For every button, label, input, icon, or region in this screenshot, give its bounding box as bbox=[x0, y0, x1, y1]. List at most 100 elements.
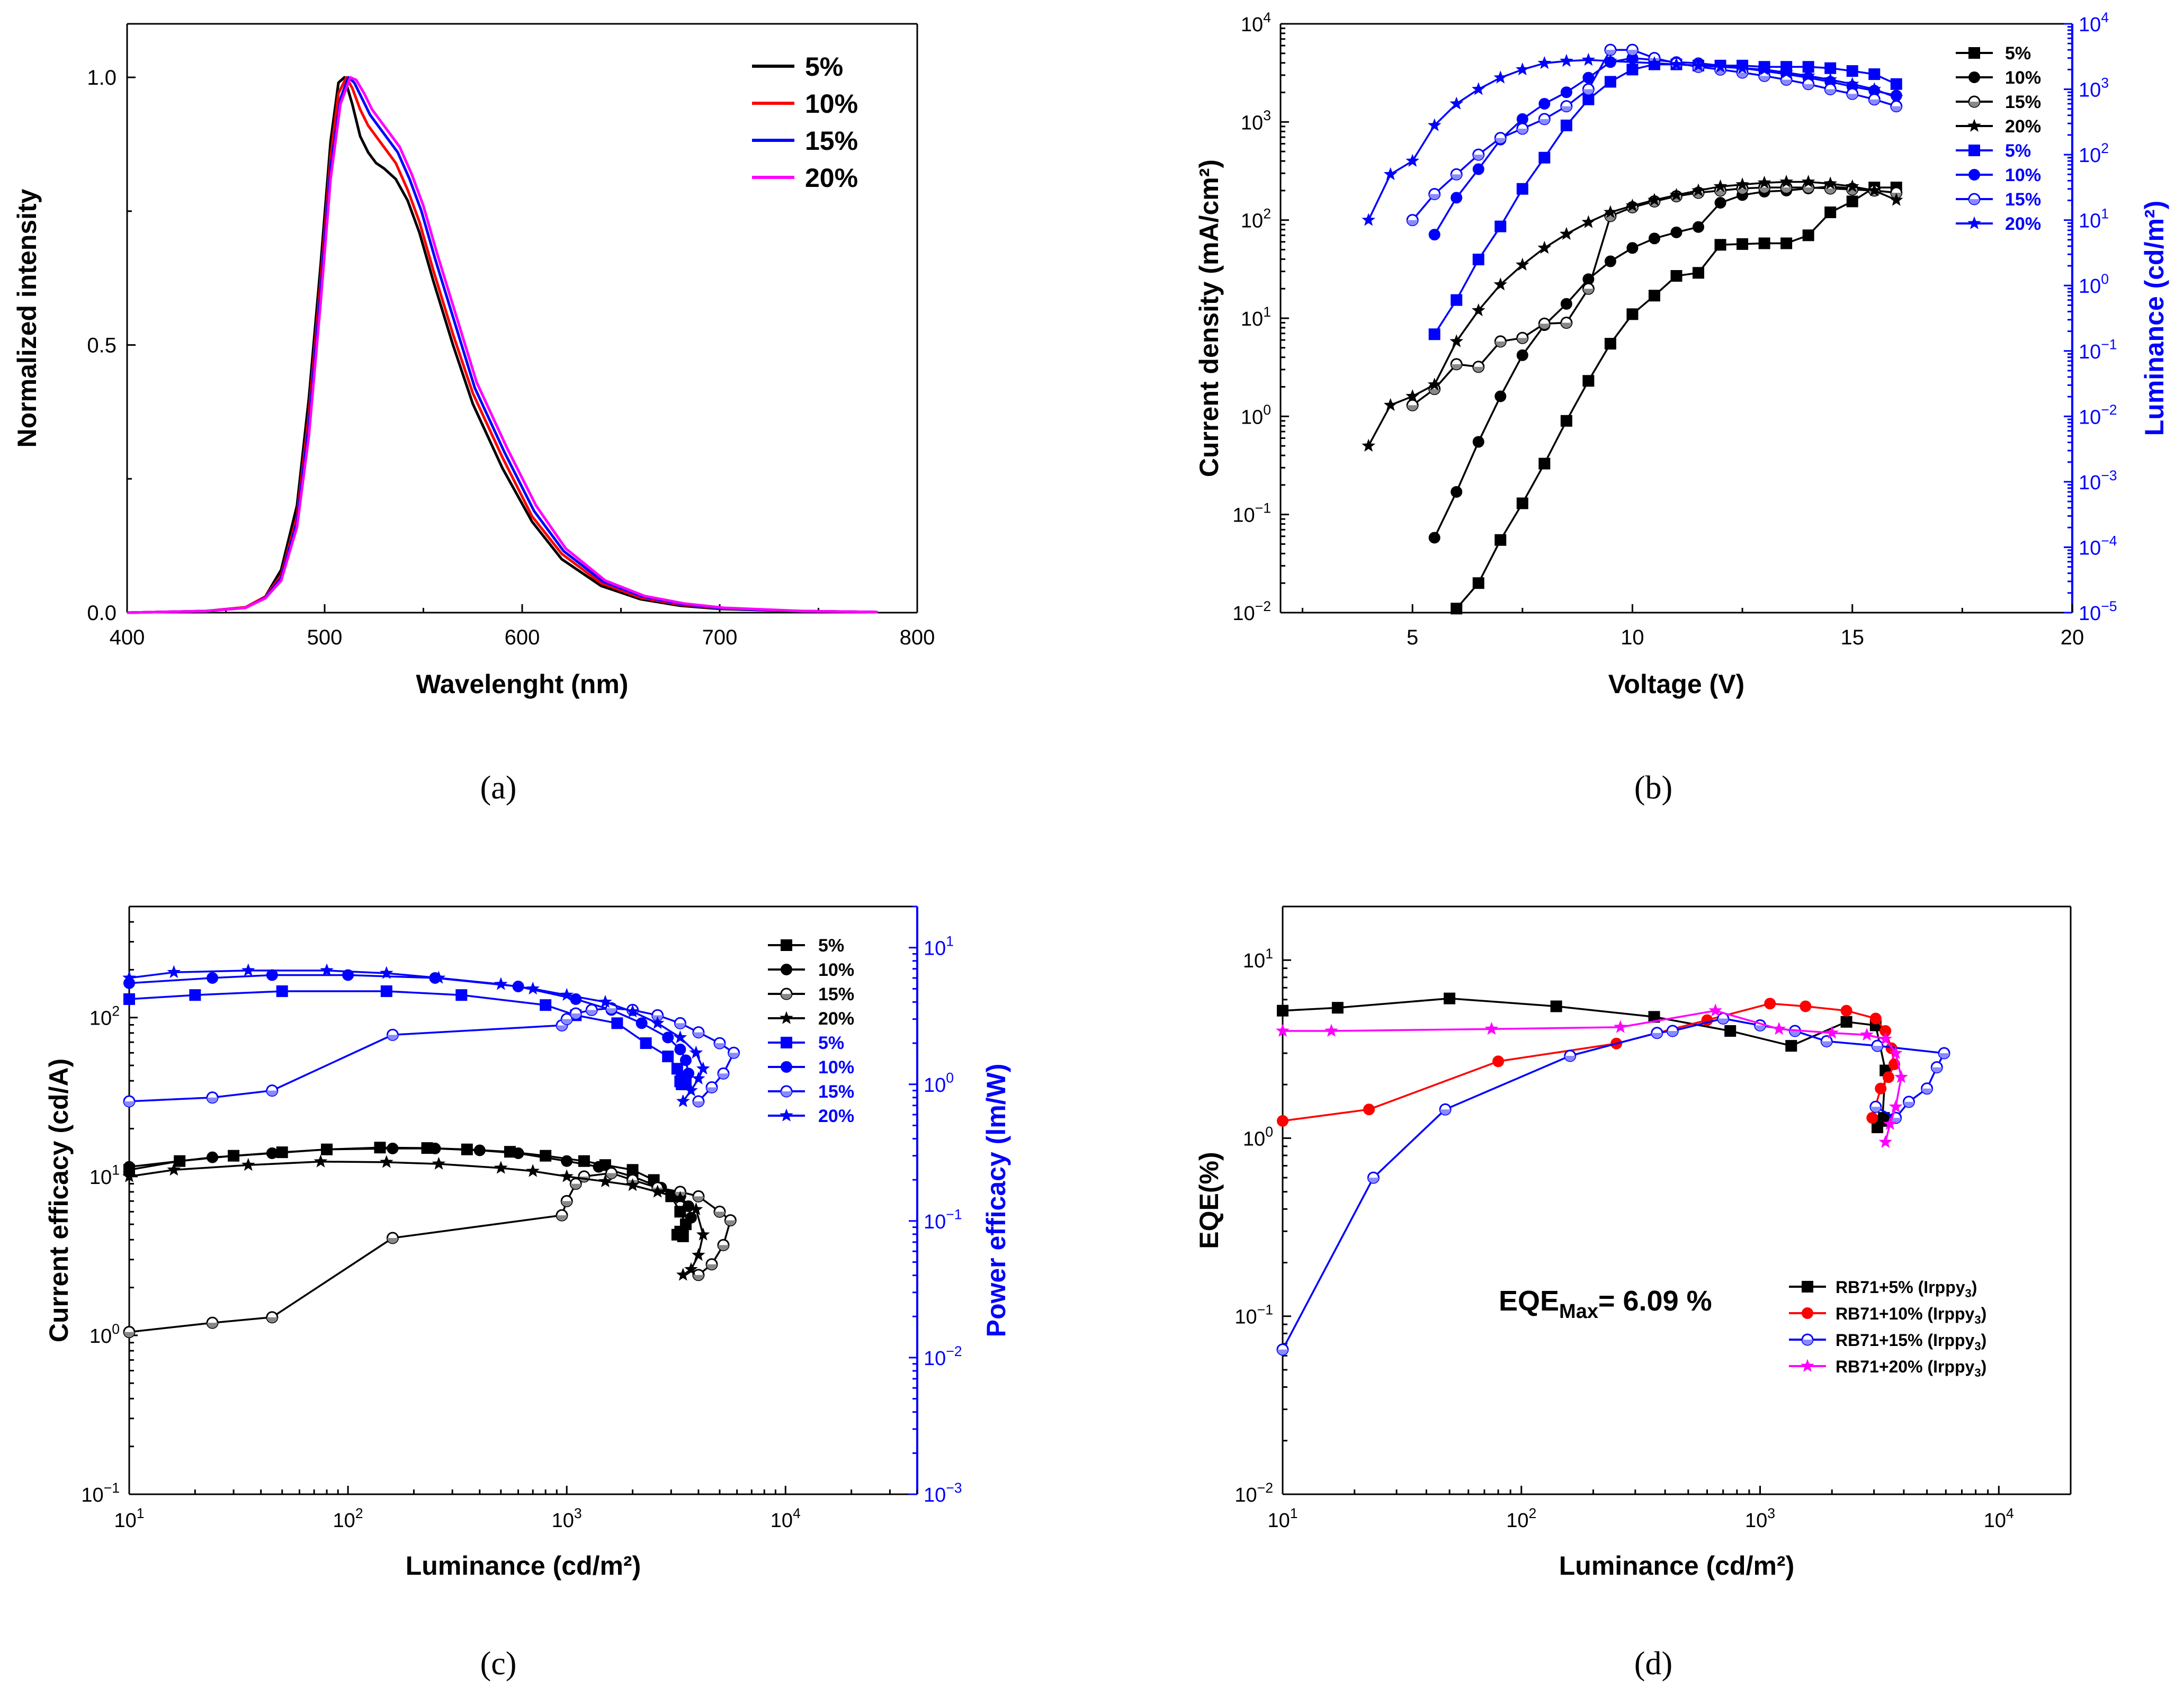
panel-b-series-3-point-fill bbox=[1825, 188, 1836, 194]
panel-c-series-2-point bbox=[207, 1151, 219, 1163]
panel-c-series-4-point bbox=[650, 1184, 665, 1198]
panel-b-series-3-point bbox=[1406, 399, 1419, 411]
panel-d-annotation: EQEMax= 6.09 % bbox=[1499, 1285, 1712, 1323]
panel-b-series-8-point bbox=[1889, 90, 1903, 103]
panel-b-series-7-point bbox=[1626, 43, 1639, 56]
panel-c-series-3-point bbox=[705, 1258, 718, 1271]
panel-b-series-4-point bbox=[1867, 183, 1882, 196]
panel-b-series-6-point bbox=[1538, 97, 1551, 110]
panel-b-series-3-point bbox=[1472, 361, 1485, 373]
panel-a-y-tick-label: 1.0 bbox=[87, 66, 117, 89]
panel-c-series-4-point bbox=[241, 1157, 255, 1171]
panel-c-series-8-point bbox=[560, 988, 574, 1001]
panel-d-series-1-point bbox=[1444, 992, 1456, 1004]
panel-b-series-7-point bbox=[1582, 83, 1595, 96]
panel-b-series-6-point bbox=[1560, 86, 1572, 98]
panel-c-series-5-point bbox=[123, 993, 135, 1005]
panel-b-legend-label: 10% bbox=[2005, 68, 2041, 88]
panel-d-series-3-point-fill bbox=[1755, 1025, 1766, 1031]
panel-b-legend-marker bbox=[1967, 216, 1981, 229]
panel-c-y-right-tick-label: 10−1 bbox=[924, 1207, 962, 1233]
panel-b-series-7-point bbox=[1538, 113, 1551, 125]
panel-b-series-4-point bbox=[1406, 389, 1419, 402]
panel-d-series-3-point bbox=[1651, 1027, 1663, 1039]
panel-b-series-5-point bbox=[1494, 220, 1507, 232]
panel-d-legend-label: RB71+10% (Irppy3) bbox=[1836, 1304, 1986, 1326]
panel-c-series-4-point bbox=[696, 1227, 710, 1241]
panel-c-series-8-point bbox=[673, 1030, 687, 1044]
panel-b-legend-label: 5% bbox=[2005, 43, 2031, 64]
panel-b-series-4-point bbox=[1889, 193, 1903, 206]
panel-d-series-3-point bbox=[1930, 1061, 1943, 1074]
panel-b-series-3-point-fill bbox=[1781, 187, 1792, 193]
panel-b-series-7-point bbox=[1780, 74, 1793, 86]
panel-d-series-3-point bbox=[1820, 1035, 1833, 1048]
panel-d-series-2-point bbox=[1866, 1112, 1878, 1124]
panel-c-legend-label: 5% bbox=[818, 1033, 844, 1053]
panel-b-y-right-tick-label: 10−5 bbox=[2079, 598, 2117, 625]
panel-b-legend-marker-fill bbox=[1969, 199, 1980, 204]
panel-c-series-3-point-fill bbox=[387, 1238, 398, 1244]
panel-c-series-2-point bbox=[266, 1147, 278, 1159]
panel-b-series-3-point-fill bbox=[1759, 187, 1770, 193]
panel-c-series-4-point bbox=[689, 1202, 703, 1216]
panel-b-series-8-point bbox=[1625, 55, 1640, 68]
panel-b-series-7-point-fill bbox=[1583, 89, 1594, 95]
panel-c-legend-label: 5% bbox=[818, 936, 844, 956]
panel-d-series-4-point bbox=[1878, 1135, 1892, 1148]
panel-b-series-6-point bbox=[1428, 229, 1440, 241]
panel-b-series-8-point bbox=[1406, 154, 1419, 167]
panel-c-series-4-point bbox=[560, 1169, 574, 1182]
panel-b-series-3-point-fill bbox=[1715, 190, 1726, 196]
panel-c-series-8-point bbox=[380, 966, 393, 979]
panel-d-series-3-point bbox=[1871, 1039, 1884, 1052]
panel-b-series-7-point-fill bbox=[1473, 155, 1484, 160]
panel-c-series-5-point bbox=[662, 1051, 674, 1063]
panel-b-series-3-point-fill bbox=[1561, 322, 1572, 328]
panel-c-series-8-point bbox=[625, 1004, 640, 1018]
panel-d-series-3-point bbox=[1869, 1100, 1882, 1113]
panel-c-y-tick-label: 10−1 bbox=[81, 1480, 120, 1506]
panel-b-series-1-point bbox=[1693, 267, 1705, 279]
panel-b-series-2-point bbox=[1560, 298, 1572, 310]
panel-c-y-tick-label: 102 bbox=[89, 1003, 120, 1030]
panel-b-series-6-point bbox=[1582, 71, 1595, 84]
panel-c-series-3-point-fill bbox=[561, 1201, 572, 1207]
panel-b-series-6-point bbox=[1451, 192, 1463, 204]
panel-c-series-4-point bbox=[314, 1154, 328, 1168]
panel-c-legend-label: 10% bbox=[818, 1057, 854, 1078]
panel-b-series-3-point-fill bbox=[1583, 289, 1594, 294]
panel-a-legend-label: 20% bbox=[805, 163, 858, 193]
panel-b-series-2-point bbox=[1451, 486, 1463, 498]
panel-c-series-2-point bbox=[321, 1143, 333, 1155]
panel-b-series-7-point-fill bbox=[1605, 50, 1616, 56]
panel-c-series-4-point bbox=[122, 1169, 136, 1182]
panel-d-series-3-point bbox=[1564, 1049, 1577, 1062]
panel-b-series-1-point bbox=[1538, 457, 1551, 470]
panel-b-series-1-point bbox=[1451, 603, 1463, 615]
panel-b-legend-marker bbox=[1968, 169, 1980, 181]
panel-b-series-4-point bbox=[1691, 183, 1705, 196]
panel-b-legend-marker bbox=[1968, 95, 1981, 108]
panel-b-series-1-point bbox=[1494, 534, 1507, 546]
panel-d-series-2-point bbox=[1882, 1071, 1894, 1083]
panel-b-y-tick-label: 102 bbox=[1241, 206, 1271, 232]
panel-b-series-4-point bbox=[1449, 334, 1464, 347]
panel-c-legend-marker bbox=[781, 964, 792, 975]
panel-c-series-3-point-fill bbox=[207, 1323, 218, 1329]
panel-b-series-5-point bbox=[1472, 254, 1484, 266]
panel-b-y-tick-label: 103 bbox=[1241, 107, 1271, 134]
panel-d-series-1-point bbox=[1785, 1040, 1797, 1052]
panel-d-chart: 101 102 103 104 10−2 10−1 100 101 Luminance (cd/… bbox=[1194, 905, 2072, 1682]
panel-b-series-5-point bbox=[1868, 68, 1881, 80]
panel-c-legend-marker bbox=[780, 1108, 793, 1121]
panel-b-series-8-point bbox=[1449, 96, 1464, 110]
panel-c-series-8-point bbox=[320, 963, 334, 976]
panel-b-legend-marker bbox=[1967, 119, 1981, 132]
panel-c-series-2-point bbox=[473, 1144, 486, 1156]
panel-b-series-7-point bbox=[1890, 100, 1903, 113]
panel-b-y-right-tick-label: 10−3 bbox=[2079, 468, 2117, 494]
panel-b-series-8-point bbox=[1801, 68, 1815, 82]
panel-d-series-3-point-fill bbox=[1789, 1031, 1801, 1037]
